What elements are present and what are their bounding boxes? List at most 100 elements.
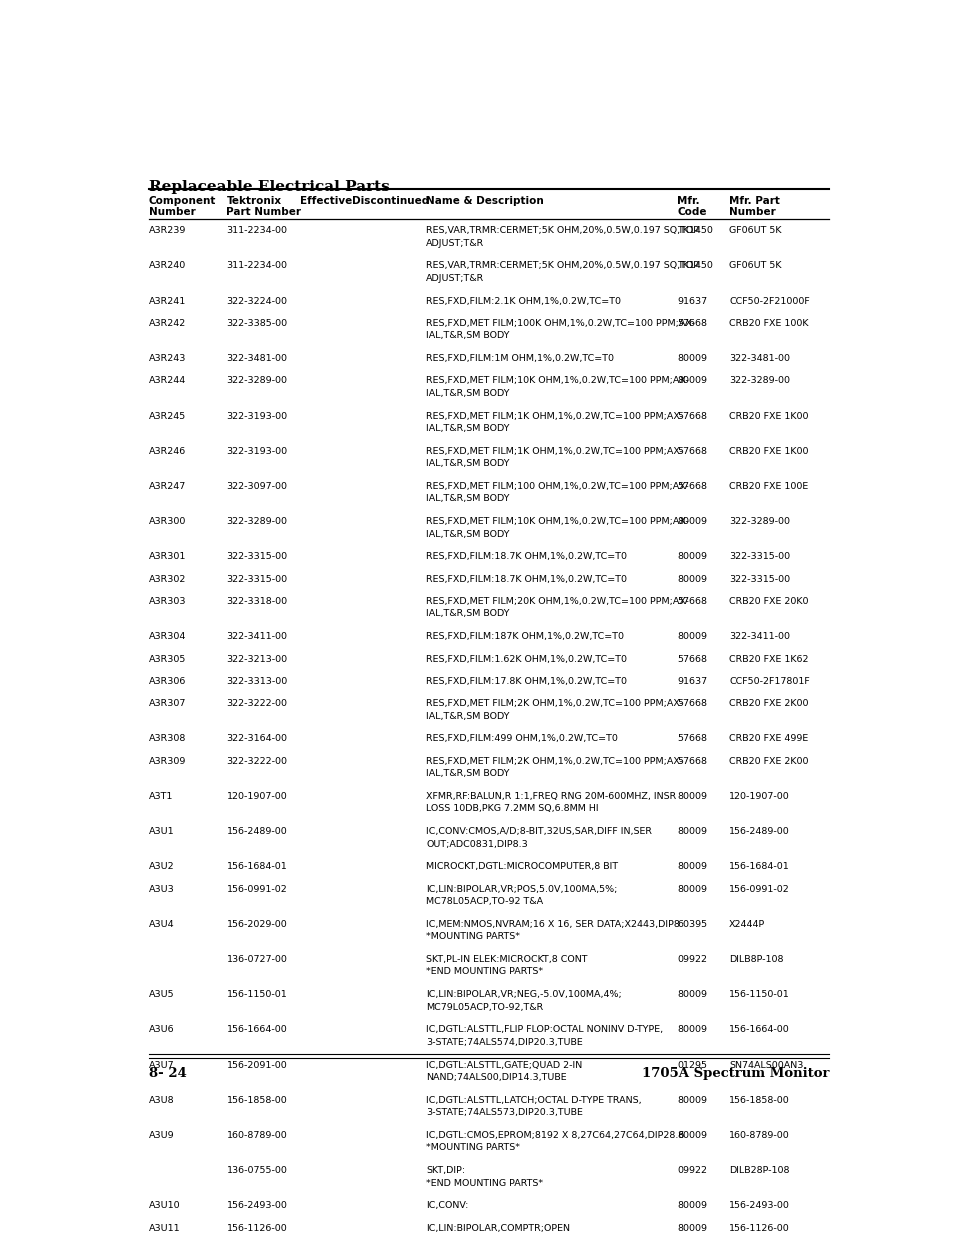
Text: RES,FXD,MET FILM;20K OHM,1%,0.2W,TC=100 PPM;AX-: RES,FXD,MET FILM;20K OHM,1%,0.2W,TC=100 … <box>426 597 688 606</box>
Text: 156-2493-00: 156-2493-00 <box>226 1202 287 1210</box>
Text: Tektronix: Tektronix <box>226 196 281 206</box>
Text: RES,VAR,TRMR:CERMET;5K OHM,20%,0.5W,0.197 SQ,TOP: RES,VAR,TRMR:CERMET;5K OHM,20%,0.5W,0.19… <box>426 262 699 270</box>
Text: IAL,T&R,SM BODY: IAL,T&R,SM BODY <box>426 711 509 721</box>
Text: A3R304: A3R304 <box>149 632 186 641</box>
Text: A3R242: A3R242 <box>149 319 186 329</box>
Text: IC,DGTL:ALSTTL,FLIP FLOP:OCTAL NONINV D-TYPE,: IC,DGTL:ALSTTL,FLIP FLOP:OCTAL NONINV D-… <box>426 1025 662 1035</box>
Text: 136-0727-00: 136-0727-00 <box>226 955 287 965</box>
Text: 80009: 80009 <box>677 884 707 894</box>
Text: RES,FXD,FILM:187K OHM,1%,0.2W,TC=T0: RES,FXD,FILM:187K OHM,1%,0.2W,TC=T0 <box>426 632 623 641</box>
Text: 156-1150-01: 156-1150-01 <box>226 990 287 999</box>
Text: CRB20 FXE 1K62: CRB20 FXE 1K62 <box>728 655 808 663</box>
Text: IC,LIN:BIPOLAR,COMPTR;OPEN: IC,LIN:BIPOLAR,COMPTR;OPEN <box>426 1224 570 1233</box>
Text: *END MOUNTING PARTS*: *END MOUNTING PARTS* <box>426 967 542 977</box>
Text: 322-3313-00: 322-3313-00 <box>226 677 288 685</box>
Text: A3U8: A3U8 <box>149 1095 174 1105</box>
Text: 322-3411-00: 322-3411-00 <box>226 632 287 641</box>
Text: 09922: 09922 <box>677 955 707 965</box>
Text: CCF50-2F17801F: CCF50-2F17801F <box>728 677 809 685</box>
Text: 156-1126-00: 156-1126-00 <box>226 1224 287 1233</box>
Text: A3R307: A3R307 <box>149 699 186 709</box>
Text: 57668: 57668 <box>677 735 707 743</box>
Text: 57668: 57668 <box>677 597 707 606</box>
Text: IC,CONV:CMOS,A/D;8-BIT,32US,SAR,DIFF IN,SER: IC,CONV:CMOS,A/D;8-BIT,32US,SAR,DIFF IN,… <box>426 827 652 836</box>
Text: 156-2493-00: 156-2493-00 <box>728 1202 789 1210</box>
Text: 156-0991-02: 156-0991-02 <box>226 884 287 894</box>
Text: LOSS 10DB,PKG 7.2MM SQ,6.8MM HI: LOSS 10DB,PKG 7.2MM SQ,6.8MM HI <box>426 804 598 814</box>
Text: 160-8789-00: 160-8789-00 <box>226 1131 287 1140</box>
Text: ADJUST;T&R: ADJUST;T&R <box>426 274 484 283</box>
Text: CRB20 FXE 1K00: CRB20 FXE 1K00 <box>728 411 808 421</box>
Text: 322-3222-00: 322-3222-00 <box>226 757 287 766</box>
Text: 57668: 57668 <box>677 411 707 421</box>
Text: IC,CONV:: IC,CONV: <box>426 1202 468 1210</box>
Text: A3R239: A3R239 <box>149 226 186 235</box>
Text: 156-2029-00: 156-2029-00 <box>226 920 287 929</box>
Text: 01295: 01295 <box>677 1061 707 1070</box>
Text: IAL,T&R,SM BODY: IAL,T&R,SM BODY <box>426 769 509 778</box>
Text: RES,FXD,FILM:1M OHM,1%,0.2W,TC=T0: RES,FXD,FILM:1M OHM,1%,0.2W,TC=T0 <box>426 354 614 363</box>
Text: A3U7: A3U7 <box>149 1061 174 1070</box>
Text: A3U1: A3U1 <box>149 827 174 836</box>
Text: Replaceable Electrical Parts: Replaceable Electrical Parts <box>149 179 389 194</box>
Text: 156-1858-00: 156-1858-00 <box>226 1095 287 1105</box>
Text: 311-2234-00: 311-2234-00 <box>226 262 287 270</box>
Text: Part Number: Part Number <box>226 207 301 217</box>
Text: CRB20 FXE 2K00: CRB20 FXE 2K00 <box>728 757 808 766</box>
Text: 80009: 80009 <box>677 552 707 562</box>
Text: 322-3289-00: 322-3289-00 <box>226 377 287 385</box>
Text: IC,DGTL:CMOS,EPROM;8192 X 8,27C64,27C64,DIP28.6: IC,DGTL:CMOS,EPROM;8192 X 8,27C64,27C64,… <box>426 1131 683 1140</box>
Text: RES,FXD,MET FILM;10K OHM,1%,0.2W,TC=100 PPM;AX-: RES,FXD,MET FILM;10K OHM,1%,0.2W,TC=100 … <box>426 377 688 385</box>
Text: RES,FXD,MET FILM;100 OHM,1%,0.2W,TC=100 PPM;AX-: RES,FXD,MET FILM;100 OHM,1%,0.2W,TC=100 … <box>426 482 688 492</box>
Text: RES,FXD,MET FILM;2K OHM,1%,0.2W,TC=100 PPM;AX-: RES,FXD,MET FILM;2K OHM,1%,0.2W,TC=100 P… <box>426 757 682 766</box>
Text: CRB20 FXE 100E: CRB20 FXE 100E <box>728 482 807 492</box>
Text: Discontinued: Discontinued <box>352 196 429 206</box>
Text: CRB20 FXE 2K00: CRB20 FXE 2K00 <box>728 699 808 709</box>
Text: IAL,T&R,SM BODY: IAL,T&R,SM BODY <box>426 609 509 619</box>
Text: 80009: 80009 <box>677 574 707 584</box>
Text: 80009: 80009 <box>677 990 707 999</box>
Text: Mfr.: Mfr. <box>677 196 700 206</box>
Text: 80009: 80009 <box>677 377 707 385</box>
Text: A3R308: A3R308 <box>149 735 186 743</box>
Text: 80009: 80009 <box>677 827 707 836</box>
Text: Number: Number <box>728 207 775 217</box>
Text: 322-3315-00: 322-3315-00 <box>226 574 287 584</box>
Text: X2444P: X2444P <box>728 920 764 929</box>
Text: 322-3411-00: 322-3411-00 <box>728 632 789 641</box>
Text: 156-1126-00: 156-1126-00 <box>728 1224 789 1233</box>
Text: 80009: 80009 <box>677 1202 707 1210</box>
Text: ADJUST;T&R: ADJUST;T&R <box>426 238 484 247</box>
Text: RES,VAR,TRMR:CERMET;5K OHM,20%,0.5W,0.197 SQ,TOP: RES,VAR,TRMR:CERMET;5K OHM,20%,0.5W,0.19… <box>426 226 699 235</box>
Text: A3R301: A3R301 <box>149 552 186 562</box>
Text: MC79L05ACP,TO-92,T&R: MC79L05ACP,TO-92,T&R <box>426 1003 543 1011</box>
Text: MC78L05ACP,TO-92 T&A: MC78L05ACP,TO-92 T&A <box>426 897 542 906</box>
Text: 322-3222-00: 322-3222-00 <box>226 699 287 709</box>
Text: 322-3481-00: 322-3481-00 <box>226 354 287 363</box>
Text: SKT,DIP:: SKT,DIP: <box>426 1166 465 1176</box>
Text: 80009: 80009 <box>677 354 707 363</box>
Text: 156-1684-01: 156-1684-01 <box>226 862 287 872</box>
Text: 120-1907-00: 120-1907-00 <box>728 792 789 802</box>
Text: 322-3224-00: 322-3224-00 <box>226 296 287 305</box>
Text: TK1450: TK1450 <box>677 262 713 270</box>
Text: A3T1: A3T1 <box>149 792 173 802</box>
Text: 322-3193-00: 322-3193-00 <box>226 447 287 456</box>
Text: 311-2234-00: 311-2234-00 <box>226 226 287 235</box>
Text: 80009: 80009 <box>677 862 707 872</box>
Text: DILB8P-108: DILB8P-108 <box>728 955 783 965</box>
Text: 80009: 80009 <box>677 792 707 802</box>
Text: IC,DGTL:ALSTTL,LATCH;OCTAL D-TYPE TRANS,: IC,DGTL:ALSTTL,LATCH;OCTAL D-TYPE TRANS, <box>426 1095 641 1105</box>
Text: RES,FXD,FILM:17.8K OHM,1%,0.2W,TC=T0: RES,FXD,FILM:17.8K OHM,1%,0.2W,TC=T0 <box>426 677 626 685</box>
Text: CCF50-2F21000F: CCF50-2F21000F <box>728 296 809 305</box>
Text: SKT,PL-IN ELEK:MICROCKT,8 CONT: SKT,PL-IN ELEK:MICROCKT,8 CONT <box>426 955 587 965</box>
Text: 57668: 57668 <box>677 447 707 456</box>
Text: A3R306: A3R306 <box>149 677 186 685</box>
Text: IC,LIN:BIPOLAR,VR;POS,5.0V,100MA,5%;: IC,LIN:BIPOLAR,VR;POS,5.0V,100MA,5%; <box>426 884 617 894</box>
Text: IC,LIN:BIPOLAR,VR;NEG,-5.0V,100MA,4%;: IC,LIN:BIPOLAR,VR;NEG,-5.0V,100MA,4%; <box>426 990 621 999</box>
Text: 156-2091-00: 156-2091-00 <box>226 1061 287 1070</box>
Text: 57668: 57668 <box>677 757 707 766</box>
Text: A3R247: A3R247 <box>149 482 186 492</box>
Text: A3U2: A3U2 <box>149 862 174 872</box>
Text: 80009: 80009 <box>677 1224 707 1233</box>
